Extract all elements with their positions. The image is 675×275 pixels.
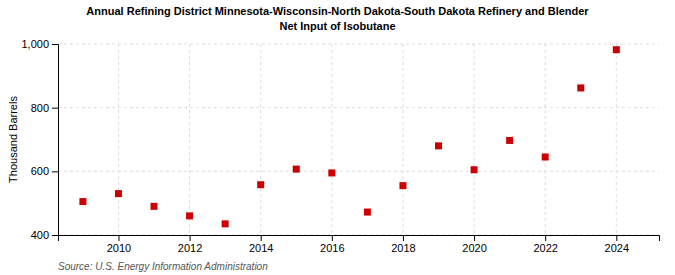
x-axis-tick-mark (616, 235, 617, 241)
grid-line-y (58, 171, 659, 172)
x-axis-tick: 2016 (320, 235, 344, 254)
x-axis-tick-label: 2014 (249, 242, 273, 254)
grid-line-x (402, 44, 403, 235)
x-axis-tick: 2018 (391, 235, 415, 254)
point (257, 181, 264, 188)
y-axis-title: Thousand Barrels (7, 96, 19, 183)
chart: 2010 2012 2014 2016 2018 2020 2022 2024 400 600 80… (0, 0, 675, 275)
title: Annual Refining District Minnesota-Wisco… (86, 5, 589, 17)
x-axis-tick-label: 2024 (605, 242, 629, 254)
point (435, 142, 442, 149)
y-axis-tick-label: 800 (31, 102, 49, 114)
marks (79, 46, 619, 227)
grid-line-x (474, 44, 475, 235)
point (364, 209, 371, 216)
grid-line-x (545, 44, 546, 235)
x-axis-tick-label: 2018 (391, 242, 415, 254)
y-axis-tick-mark (52, 171, 58, 172)
x-axis-tick-label: 2020 (462, 242, 486, 254)
x-axis-tick-mark (403, 235, 404, 241)
x-axis-tick: 2014 (249, 235, 273, 254)
point (613, 46, 620, 53)
grid (58, 44, 659, 235)
y-axis-tick-label: 600 (31, 165, 49, 177)
x-axis-tick: 2020 (462, 235, 486, 254)
point (115, 190, 122, 197)
grid-line-x (616, 44, 617, 235)
grid-line-x (260, 44, 261, 235)
x-axis-tick-mark (332, 235, 333, 241)
x-axis: 2010 2012 2014 2016 2018 2020 2022 2024 (59, 235, 660, 254)
point (506, 137, 513, 144)
x-axis-tick-label: 2016 (320, 242, 344, 254)
y-axis: 400 600 800 1,000 (21, 38, 58, 241)
x-axis-tick: 2024 (605, 235, 629, 254)
y-axis-line (52, 45, 59, 236)
y-axis-tick-mark (52, 44, 58, 45)
x-axis-tick-mark (118, 235, 119, 241)
y-axis-tick: 400 (31, 229, 58, 241)
point (577, 84, 584, 91)
plot-area: 2010 2012 2014 2016 2018 2020 2022 2024 400 600 80… (21, 38, 659, 254)
annotation: Source: U.S. Energy Information Administ… (58, 261, 268, 272)
point (79, 198, 86, 205)
x-axis-tick-mark (545, 235, 546, 241)
x-axis-tick-mark (261, 235, 262, 241)
grid-line-x (118, 44, 119, 235)
grid-line-x (189, 44, 190, 235)
grid-line-y (58, 107, 659, 108)
x-axis-tick-mark (190, 235, 191, 241)
point (471, 166, 478, 173)
y-axis-tick: 600 (31, 165, 58, 177)
point (399, 182, 406, 189)
point (293, 166, 300, 173)
x-axis-line (59, 236, 660, 242)
point (222, 220, 229, 227)
point (151, 203, 158, 210)
y-axis-tick: 800 (31, 102, 58, 114)
point (186, 212, 193, 219)
y-axis-tick-label: 400 (31, 229, 49, 241)
x-axis-tick: 2012 (178, 235, 202, 254)
y-axis-tick-label: 1,000 (21, 38, 49, 50)
x-axis-tick: 2022 (533, 235, 557, 254)
x-axis-tick-label: 2012 (178, 242, 202, 254)
grid-line-x (331, 44, 332, 235)
grid-line-y (58, 44, 659, 45)
x-axis-tick-label: 2022 (533, 242, 557, 254)
y-axis-tick-mark (52, 108, 58, 109)
x-axis-tick: 2010 (107, 235, 131, 254)
subtitle: Net Input of Isobutane (279, 20, 395, 32)
point (328, 169, 335, 176)
y-axis-tick: 1,000 (21, 38, 58, 50)
point (542, 154, 549, 161)
x-axis-tick-label: 2010 (107, 242, 131, 254)
x-axis-tick-mark (474, 235, 475, 241)
y-axis-tick-mark (52, 235, 58, 236)
